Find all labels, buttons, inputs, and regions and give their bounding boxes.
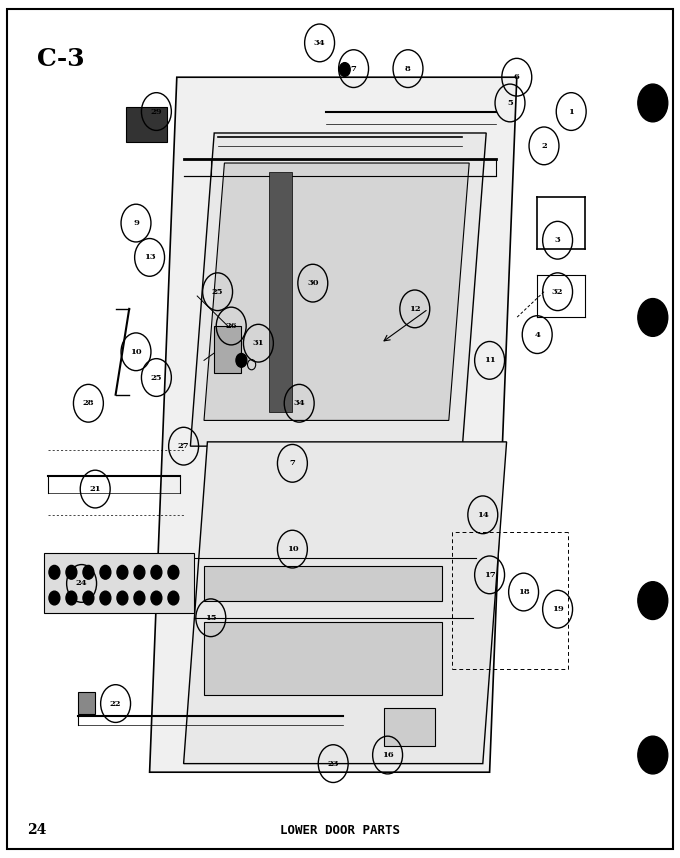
Text: 2: 2 xyxy=(541,142,547,150)
Circle shape xyxy=(236,353,247,367)
Circle shape xyxy=(66,591,77,605)
Text: LOWER DOOR PARTS: LOWER DOOR PARTS xyxy=(280,824,400,837)
Circle shape xyxy=(134,565,145,579)
Circle shape xyxy=(638,582,668,619)
Circle shape xyxy=(638,736,668,774)
Text: 28: 28 xyxy=(82,399,95,408)
Text: 6: 6 xyxy=(514,73,520,82)
Polygon shape xyxy=(190,133,486,446)
Circle shape xyxy=(339,63,350,76)
Circle shape xyxy=(83,591,94,605)
Text: 26: 26 xyxy=(225,322,237,330)
Circle shape xyxy=(100,565,111,579)
Text: 24: 24 xyxy=(75,579,88,588)
FancyBboxPatch shape xyxy=(384,708,435,746)
Text: 15: 15 xyxy=(205,613,217,622)
Polygon shape xyxy=(184,442,507,764)
Text: 25: 25 xyxy=(151,373,162,382)
Text: 17: 17 xyxy=(483,571,496,579)
Text: 25: 25 xyxy=(212,287,223,296)
FancyBboxPatch shape xyxy=(214,326,241,373)
Text: 9: 9 xyxy=(133,219,139,227)
Text: 27: 27 xyxy=(177,442,190,450)
Text: 12: 12 xyxy=(409,305,421,313)
Text: 32: 32 xyxy=(552,287,563,296)
Circle shape xyxy=(49,591,60,605)
Circle shape xyxy=(117,591,128,605)
FancyBboxPatch shape xyxy=(78,692,95,714)
Text: 23: 23 xyxy=(328,759,339,768)
Circle shape xyxy=(638,299,668,336)
FancyBboxPatch shape xyxy=(7,9,673,849)
Text: 24: 24 xyxy=(27,823,46,837)
Text: 13: 13 xyxy=(143,253,156,262)
FancyBboxPatch shape xyxy=(269,172,292,412)
Text: 7: 7 xyxy=(351,64,356,73)
Circle shape xyxy=(117,565,128,579)
FancyBboxPatch shape xyxy=(204,622,442,695)
Circle shape xyxy=(49,565,60,579)
Text: 18: 18 xyxy=(517,588,530,596)
Text: 10: 10 xyxy=(286,545,299,553)
Text: 19: 19 xyxy=(551,605,564,613)
Circle shape xyxy=(151,565,162,579)
Circle shape xyxy=(83,565,94,579)
Circle shape xyxy=(151,591,162,605)
FancyBboxPatch shape xyxy=(44,553,194,613)
Polygon shape xyxy=(204,163,469,420)
Text: 16: 16 xyxy=(381,751,394,759)
Text: 30: 30 xyxy=(307,279,318,287)
Circle shape xyxy=(66,565,77,579)
Text: 7: 7 xyxy=(290,459,295,468)
Text: 8: 8 xyxy=(405,64,411,73)
Polygon shape xyxy=(150,77,517,772)
Text: 1: 1 xyxy=(568,107,574,116)
Circle shape xyxy=(168,591,179,605)
Text: 34: 34 xyxy=(313,39,326,47)
Text: 4: 4 xyxy=(534,330,540,339)
Circle shape xyxy=(168,565,179,579)
Text: 22: 22 xyxy=(110,699,121,708)
FancyBboxPatch shape xyxy=(126,107,167,142)
Text: 5: 5 xyxy=(507,99,513,107)
Text: 10: 10 xyxy=(130,347,142,356)
FancyBboxPatch shape xyxy=(204,566,442,601)
Text: 14: 14 xyxy=(477,511,489,519)
Text: 34: 34 xyxy=(293,399,305,408)
Circle shape xyxy=(134,591,145,605)
Circle shape xyxy=(638,84,668,122)
Text: 3: 3 xyxy=(555,236,560,245)
Text: 31: 31 xyxy=(252,339,265,347)
Circle shape xyxy=(100,591,111,605)
Text: 21: 21 xyxy=(89,485,101,493)
Text: 29: 29 xyxy=(150,107,163,116)
Text: C-3: C-3 xyxy=(37,47,85,71)
Text: 11: 11 xyxy=(483,356,496,365)
